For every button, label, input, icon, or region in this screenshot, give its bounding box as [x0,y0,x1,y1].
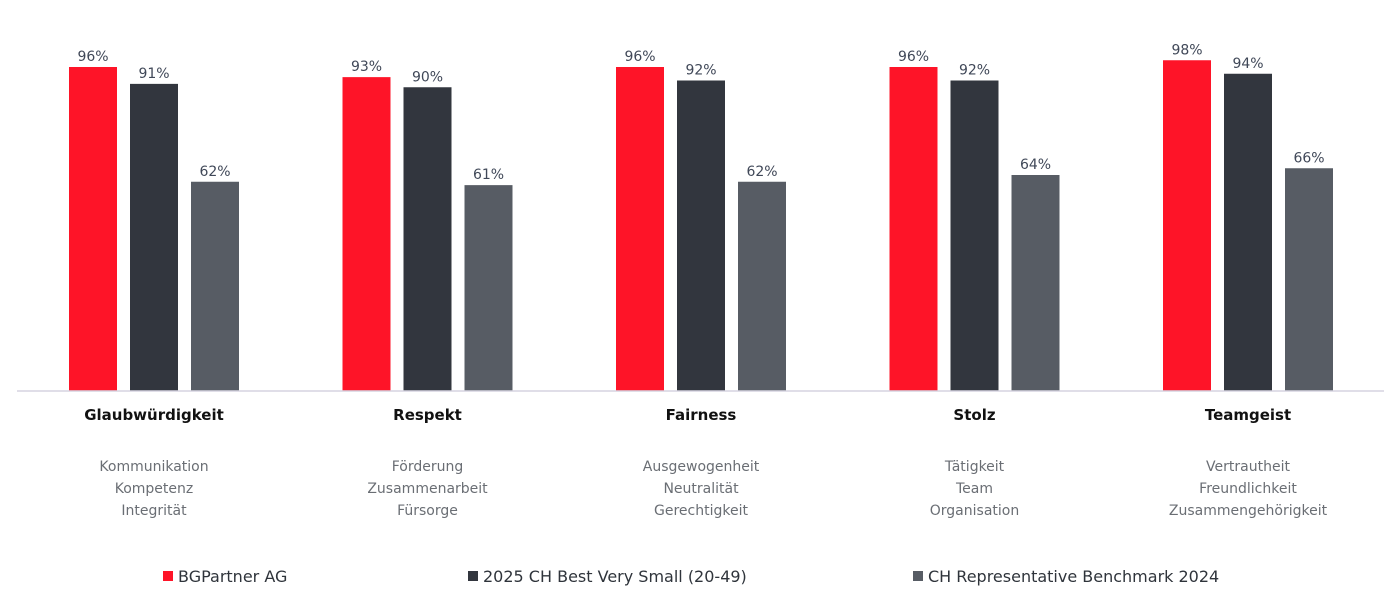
data-label-0-1: 91% [138,66,169,82]
category-label-3: Stolz [953,406,995,424]
bar-3-0 [889,67,938,391]
subcategory-label-0-2: Integrität [121,503,187,519]
data-label-0-2: 62% [199,164,230,180]
data-label-2-1: 92% [685,63,716,79]
category-label-2: Fairness [666,406,737,424]
legend-swatch-0 [163,571,173,581]
bar-4-0 [1163,60,1211,391]
bar-1-0 [342,77,391,391]
legend-item-1: 2025 CH Best Very Small (20-49) [468,565,747,587]
subcategory-label-3-0: Tätigkeit [944,459,1005,475]
data-label-2-2: 62% [746,164,777,180]
subcategory-label-2-1: Neutralität [663,481,739,497]
bars-layer [69,60,1333,391]
subcategory-label-2-0: Ausgewogenheit [643,459,760,475]
data-label-4-0: 98% [1171,42,1202,58]
subcategory-label-1-1: Zusammenarbeit [367,481,488,497]
data-label-1-0: 93% [351,59,382,75]
subcategory-label-1-2: Fürsorge [397,503,458,519]
bar-1-2 [464,185,513,391]
legend-item-2: CH Representative Benchmark 2024 [913,565,1219,587]
legend-swatch-1 [468,571,478,581]
bar-0-2 [191,181,239,391]
legend-swatch-2 [913,571,923,581]
data-label-1-1: 90% [412,69,443,85]
data-label-4-1: 94% [1232,56,1263,72]
data-label-3-1: 92% [959,63,990,79]
legend-label-2: CH Representative Benchmark 2024 [928,566,1220,586]
data-label-4-2: 66% [1293,150,1324,166]
subcategory-label-3-1: Team [955,481,993,497]
bar-2-1 [677,80,725,391]
bar-1-1 [403,87,452,391]
category-label-0: Glaubwürdigkeit [84,406,224,424]
subcategory-label-0-0: Kommunikation [99,459,208,475]
bar-3-1 [950,80,999,391]
data-label-1-2: 61% [473,167,504,183]
bar-2-0 [616,67,664,391]
subcategory-label-1-0: Förderung [392,459,464,475]
subcategory-label-2-2: Gerechtigkeit [654,503,748,519]
subcategory-label-3-2: Organisation [930,503,1019,519]
bar-0-0 [69,67,117,391]
bar-4-1 [1224,73,1272,391]
legend-item-0: BGPartner AG [163,565,287,587]
subcategory-label-4-2: Zusammengehörigkeit [1169,503,1328,519]
data-label-3-0: 96% [898,49,929,65]
subcategory-label-4-1: Freundlichkeit [1199,481,1297,497]
bar-3-2 [1011,175,1060,391]
bar-4-2 [1285,168,1333,391]
category-label-4: Teamgeist [1205,406,1291,424]
bar-2-2 [738,181,786,391]
subcategory-label-0-1: Kompetenz [115,481,194,497]
subcategory-label-4-0: Vertrautheit [1206,459,1290,475]
category-label-1: Respekt [393,406,462,424]
data-label-2-0: 96% [624,49,655,65]
legend-label-0: BGPartner AG [178,566,288,586]
data-label-3-2: 64% [1020,157,1051,173]
bar-0-1 [130,83,178,391]
labels-layer: 96% 91% 62% Glaubwürdigkeit Kommunikation Kom… [77,42,1327,519]
data-label-0-0: 96% [77,49,108,65]
legend-label-1: 2025 CH Best Very Small (20-49) [483,566,747,586]
